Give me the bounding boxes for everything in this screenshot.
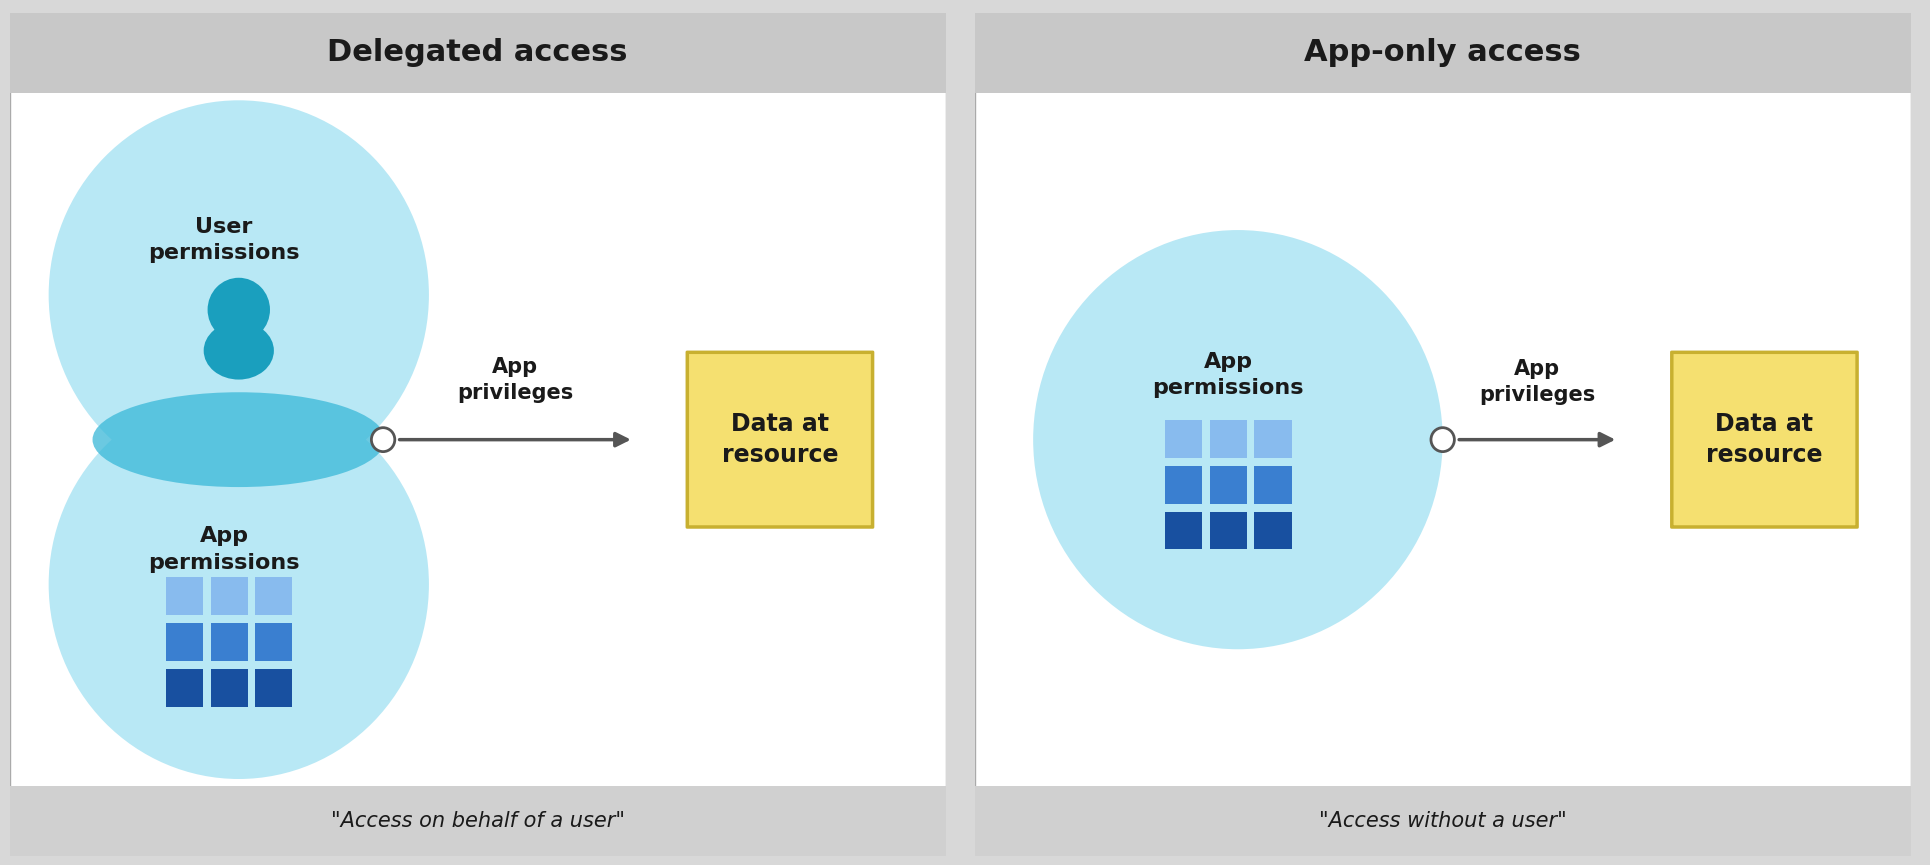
Bar: [1210, 465, 1247, 503]
Bar: [1210, 420, 1247, 458]
Text: App
permissions: App permissions: [1152, 351, 1305, 398]
Text: "Access on behalf of a user": "Access on behalf of a user": [330, 811, 625, 831]
Bar: [1166, 511, 1202, 549]
Text: User
permissions: User permissions: [149, 217, 299, 263]
Bar: [1254, 420, 1291, 458]
Circle shape: [1430, 427, 1455, 452]
Bar: [255, 578, 293, 615]
Bar: [166, 624, 203, 661]
Bar: [255, 624, 293, 661]
Circle shape: [208, 278, 270, 342]
Circle shape: [48, 100, 428, 490]
Circle shape: [1033, 230, 1442, 650]
Bar: [210, 670, 247, 708]
FancyBboxPatch shape: [1671, 352, 1857, 527]
Text: App
privileges: App privileges: [1478, 359, 1596, 405]
Text: App-only access: App-only access: [1305, 38, 1581, 67]
Bar: [1166, 465, 1202, 503]
Bar: [1166, 420, 1202, 458]
Bar: [166, 670, 203, 708]
Bar: [166, 578, 203, 615]
Bar: [1254, 465, 1291, 503]
Ellipse shape: [205, 322, 274, 380]
Bar: [210, 578, 247, 615]
Text: Delegated access: Delegated access: [328, 38, 627, 67]
Text: App
permissions: App permissions: [149, 526, 299, 573]
Text: Data at
resource: Data at resource: [722, 412, 838, 467]
Bar: [10, 786, 946, 856]
Text: "Access without a user": "Access without a user": [1318, 811, 1567, 831]
FancyBboxPatch shape: [687, 352, 872, 527]
Circle shape: [371, 427, 396, 452]
Bar: [1254, 511, 1291, 549]
Bar: [255, 670, 293, 708]
Bar: [1210, 511, 1247, 549]
Bar: [210, 624, 247, 661]
Circle shape: [48, 390, 428, 779]
Bar: [975, 786, 1911, 856]
Bar: [975, 13, 1911, 93]
Ellipse shape: [93, 392, 386, 487]
Text: Data at
resource: Data at resource: [1706, 412, 1822, 467]
Text: App
privileges: App privileges: [457, 356, 573, 403]
Bar: [10, 13, 946, 93]
